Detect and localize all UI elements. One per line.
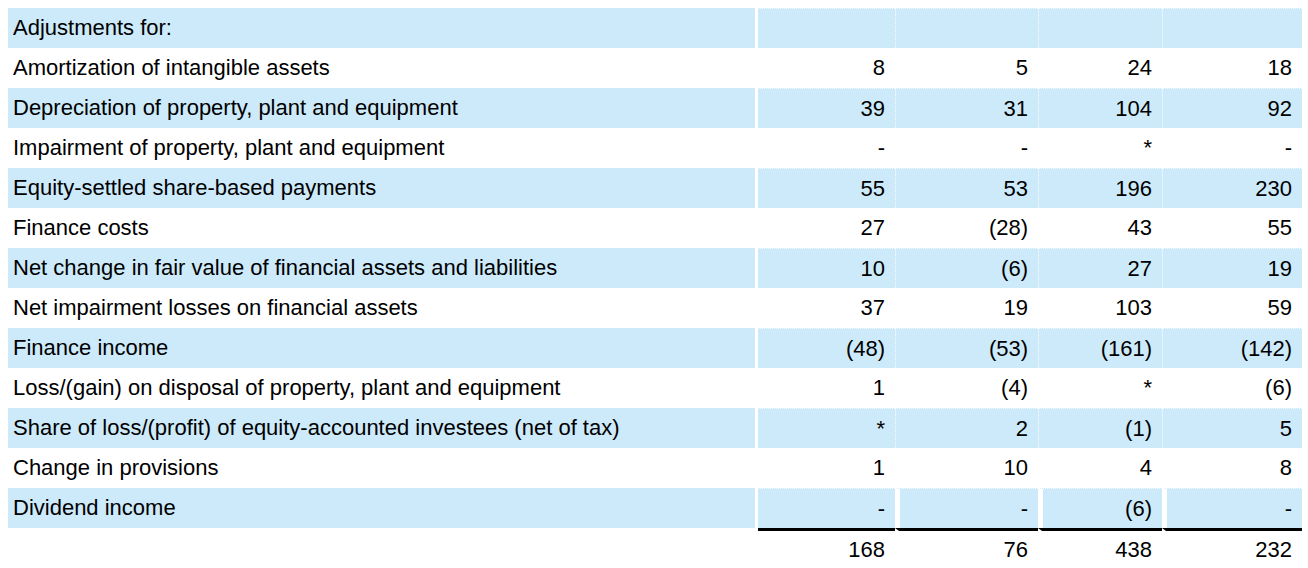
row-label: Net impairment losses on financial asset… [8, 288, 755, 328]
row-label: Depreciation of property, plant and equi… [8, 88, 755, 128]
row-label [8, 528, 755, 568]
value-cell-col4: 59 [1162, 288, 1302, 328]
value-cell-col1 [758, 8, 895, 48]
value-cell-col2: 19 [895, 288, 1038, 328]
table-row-item-8: Finance income (48) (53) (161) (142) [8, 328, 1308, 368]
table-row-item-2: Depreciation of property, plant and equi… [8, 88, 1308, 128]
table-row-item-3: Impairment of property, plant and equipm… [8, 128, 1308, 168]
value-cell-col3: (1) [1038, 408, 1162, 448]
row-label: Finance costs [8, 208, 755, 248]
value-cell-col1: 8 [758, 48, 895, 88]
value-cell-col1: 10 [758, 248, 895, 288]
value-cell-col2: (4) [895, 368, 1038, 408]
value-cell-col2: 2 [895, 408, 1038, 448]
row-label: Impairment of property, plant and equipm… [8, 128, 755, 168]
value-cell-col1: * [758, 408, 895, 448]
table-row-item-9: Loss/(gain) on disposal of property, pla… [8, 368, 1308, 408]
value-cell-col1: 37 [758, 288, 895, 328]
table-row-section-0: Adjustments for: [8, 8, 1308, 48]
table-row-total-13: 168 76 438 232 [8, 528, 1308, 568]
value-cell-col3: 104 [1038, 88, 1162, 128]
value-cell-col2: (6) [895, 248, 1038, 288]
value-cell-col3: 196 [1038, 168, 1162, 208]
row-label: Equity-settled share-based payments [8, 168, 755, 208]
value-cell-col2: - [895, 128, 1038, 168]
value-cell-col4: 92 [1162, 88, 1302, 128]
value-cell-col3: * [1038, 368, 1162, 408]
value-cell-col4: 230 [1162, 168, 1302, 208]
value-cell-col4: (142) [1162, 328, 1302, 368]
value-cell-col3: (161) [1038, 328, 1162, 368]
table-row-item-5: Finance costs 27 (28) 43 55 [8, 208, 1308, 248]
row-label: Loss/(gain) on disposal of property, pla… [8, 368, 755, 408]
value-cell-col1: 27 [758, 208, 895, 248]
value-cell-col1: 55 [758, 168, 895, 208]
table-row-item-4: Equity-settled share-based payments 55 5… [8, 168, 1308, 208]
value-cell-col1: 1 [758, 448, 895, 488]
row-label: Dividend income [8, 488, 755, 528]
value-cell-col4: - [1162, 128, 1302, 168]
value-cell-col2: (28) [895, 208, 1038, 248]
value-cell-col3: (6) [1038, 488, 1162, 528]
row-label: Net change in fair value of financial as… [8, 248, 755, 288]
value-cell-col4: - [1162, 488, 1302, 528]
value-cell-col2: 76 [895, 528, 1038, 568]
value-cell-col3: * [1038, 128, 1162, 168]
value-cell-col4: 19 [1162, 248, 1302, 288]
value-cell-col1: 1 [758, 368, 895, 408]
value-cell-col1: - [758, 488, 895, 528]
table-row-item-7: Net impairment losses on financial asset… [8, 288, 1308, 328]
value-cell-col4 [1162, 8, 1302, 48]
table-row-item-11: Change in provisions 1 10 4 8 [8, 448, 1308, 488]
value-cell-col3: 438 [1038, 528, 1162, 568]
value-cell-col3: 4 [1038, 448, 1162, 488]
table-row-item-1: Amortization of intangible assets 8 5 24… [8, 48, 1308, 88]
value-cell-col4: 5 [1162, 408, 1302, 448]
value-cell-col2: 53 [895, 168, 1038, 208]
value-cell-col4: 232 [1162, 528, 1302, 568]
value-cell-col3: 24 [1038, 48, 1162, 88]
value-cell-col2: - [895, 488, 1038, 528]
value-cell-col1: 168 [758, 528, 895, 568]
row-label: Finance income [8, 328, 755, 368]
value-cell-col2: 10 [895, 448, 1038, 488]
value-cell-col2: 5 [895, 48, 1038, 88]
row-label: Change in provisions [8, 448, 755, 488]
value-cell-col1: - [758, 128, 895, 168]
value-cell-col2: 31 [895, 88, 1038, 128]
table-row-item-6: Net change in fair value of financial as… [8, 248, 1308, 288]
value-cell-col3: 27 [1038, 248, 1162, 288]
value-cell-col4: (6) [1162, 368, 1302, 408]
value-cell-col3: 103 [1038, 288, 1162, 328]
value-cell-col3 [1038, 8, 1162, 48]
row-label: Amortization of intangible assets [8, 48, 755, 88]
value-cell-col1: (48) [758, 328, 895, 368]
row-label: Share of loss/(profit) of equity-account… [8, 408, 755, 448]
value-cell-col4: 18 [1162, 48, 1302, 88]
value-cell-col3: 43 [1038, 208, 1162, 248]
table-row-item-12: Dividend income - - (6) - [8, 488, 1308, 528]
value-cell-col2 [895, 8, 1038, 48]
row-label: Adjustments for: [8, 8, 755, 48]
value-cell-col4: 55 [1162, 208, 1302, 248]
value-cell-col2: (53) [895, 328, 1038, 368]
value-cell-col1: 39 [758, 88, 895, 128]
table-row-item-10: Share of loss/(profit) of equity-account… [8, 408, 1308, 448]
adjustments-table: Adjustments for: Amortization of intangi… [0, 0, 1308, 568]
value-cell-col4: 8 [1162, 448, 1302, 488]
